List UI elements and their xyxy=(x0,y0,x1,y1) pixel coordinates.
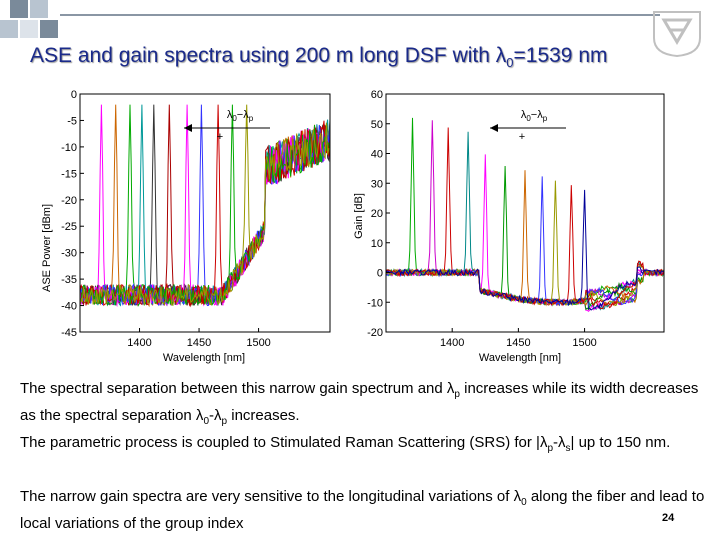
svg-text:+: + xyxy=(519,131,525,143)
spectrum-series-1 xyxy=(385,117,665,307)
x-tick-label: 1400 xyxy=(127,337,151,349)
spectrum-series-9 xyxy=(385,180,665,307)
y-tick-label: 50 xyxy=(371,119,383,131)
y-tick-label: -30 xyxy=(61,248,77,260)
y-tick-label: -40 xyxy=(61,301,77,313)
x-tick-label: 1400 xyxy=(440,337,464,349)
gain-xlabel: Wavelength [nm] xyxy=(479,352,561,364)
gain-annotation: λ0−λp + xyxy=(490,109,566,143)
ase-annotation: λ0−λp + xyxy=(184,109,270,143)
ase-xlabel: Wavelength [nm] xyxy=(163,352,245,364)
spectrum-series-10 xyxy=(79,104,331,307)
spectrum-series-10 xyxy=(385,185,665,310)
slide-title: ASE and gain spectra using 200 m long DS… xyxy=(30,44,608,71)
deco-square-3 xyxy=(0,20,18,38)
y-tick-label: 30 xyxy=(371,178,383,190)
y-tick-label: -25 xyxy=(61,221,77,233)
gain-ylabel: Gain [dB] xyxy=(353,193,365,239)
y-tick-label: 40 xyxy=(371,149,383,161)
x-tick-label: 1500 xyxy=(246,337,270,349)
y-tick-label: -20 xyxy=(367,327,383,339)
deco-square-1 xyxy=(10,0,28,18)
svg-text:λ0−λp: λ0−λp xyxy=(521,109,548,123)
ase-ylabel: ASE Power [dBm] xyxy=(41,204,53,292)
svg-text:+: + xyxy=(217,131,223,143)
spectrum-series-11 xyxy=(79,104,331,307)
page-number: 24 xyxy=(662,512,675,524)
paragraph-1: The spectral separation between this nar… xyxy=(20,380,699,427)
university-logo xyxy=(653,11,701,58)
y-tick-label: 20 xyxy=(371,208,383,220)
spectrum-series-3 xyxy=(385,127,665,309)
spectrum-series-7 xyxy=(385,170,665,307)
x-tick-label: 1450 xyxy=(506,337,530,349)
deco-square-2 xyxy=(30,0,48,18)
y-tick-label: -5 xyxy=(67,115,77,127)
y-tick-label: 0 xyxy=(377,268,383,280)
paragraph-2: The parametric process is coupled to Sti… xyxy=(20,434,671,454)
x-tick-label: 1450 xyxy=(187,337,211,349)
y-tick-label: -10 xyxy=(61,142,77,154)
y-tick-label: 60 xyxy=(371,89,383,101)
header-rule xyxy=(60,14,660,16)
y-tick-label: -20 xyxy=(61,195,77,207)
paragraph-3: The narrow gain spectra are very sensiti… xyxy=(20,488,705,532)
y-tick-label: -35 xyxy=(61,274,77,286)
svg-text:λ0−λp: λ0−λp xyxy=(227,109,254,123)
x-tick-label: 1500 xyxy=(572,337,596,349)
y-tick-label: -10 xyxy=(367,297,383,309)
spectrum-series-11 xyxy=(385,189,665,311)
y-tick-label: -45 xyxy=(61,327,77,339)
deco-square-5 xyxy=(40,20,58,38)
plot-frame xyxy=(79,93,331,333)
deco-square-4 xyxy=(20,20,38,38)
y-tick-label: 10 xyxy=(371,238,383,250)
gain-chart: 60 50 40 30 20 10 0 -10 -20 1400 1450 1500 Gain [dB… xyxy=(353,89,665,364)
spectrum-series-9 xyxy=(79,104,331,307)
spectrum-series-2 xyxy=(385,120,665,307)
y-tick-label: -15 xyxy=(61,168,77,180)
y-tick-label: 0 xyxy=(71,89,77,101)
